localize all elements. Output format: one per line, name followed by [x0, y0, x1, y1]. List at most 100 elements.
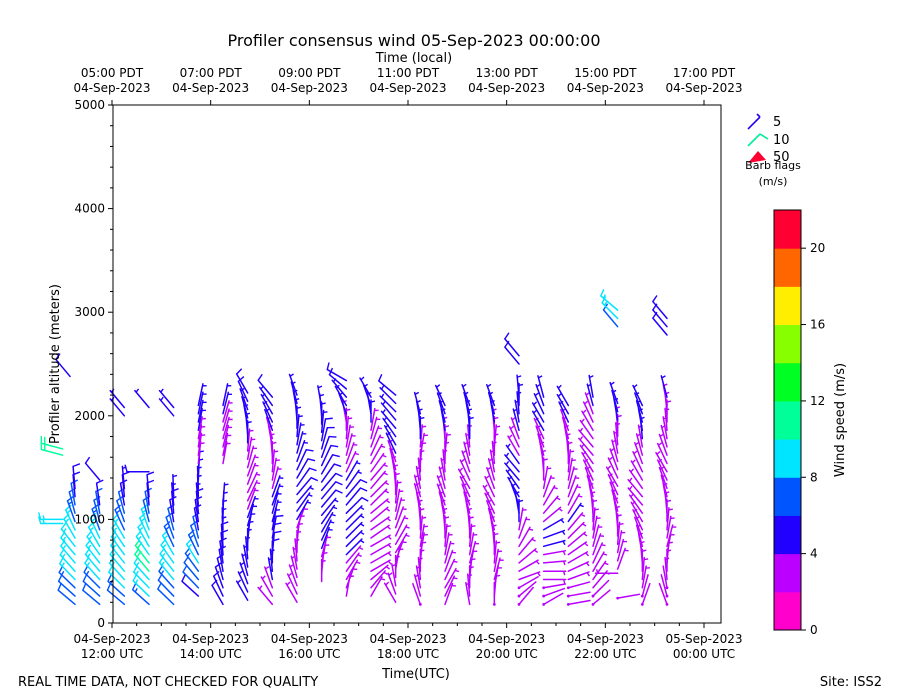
wind-barb: [656, 459, 668, 481]
wind-barb: [556, 385, 570, 407]
wind-barb: [83, 571, 101, 589]
barb-half-feather: [603, 301, 608, 306]
barb-calm-dot: [640, 594, 644, 598]
barb-feather: [65, 504, 72, 511]
barb-half-feather: [332, 506, 338, 510]
legend-label-50: 50: [773, 150, 790, 165]
barb-half-feather: [460, 458, 465, 463]
barb-half-feather: [199, 450, 204, 453]
wind-barb: [605, 466, 619, 487]
barb-half-feather: [586, 572, 591, 577]
wind-barb: [89, 517, 101, 539]
colorbar-label: Wind speed (m/s): [833, 363, 848, 477]
wind-barb: [394, 515, 406, 537]
barb-half-feather: [160, 396, 164, 401]
wind-barb: [627, 487, 644, 506]
wind-barb: [507, 435, 520, 456]
barb-half-feather: [63, 528, 67, 533]
barb-feather: [213, 570, 220, 577]
wind-barb: [516, 391, 520, 415]
top-tick-date: 04-Sep-2023: [369, 81, 446, 95]
barb-half-feather: [384, 490, 390, 494]
site-label: Site: ISS2: [820, 675, 882, 690]
wind-barbs: [37, 289, 677, 606]
wind-barb: [581, 410, 594, 432]
wind-barb: [383, 582, 397, 604]
barb-half-feather: [436, 384, 441, 388]
top-tick-time: 13:00 PDT: [476, 66, 539, 80]
barb-half-feather: [579, 427, 584, 432]
wind-barb: [345, 513, 363, 531]
wind-barb: [241, 395, 249, 419]
barb-half-feather: [62, 536, 67, 541]
barb-feather: [257, 373, 263, 381]
barb-half-feather: [487, 383, 492, 388]
barb-half-feather: [607, 465, 612, 470]
barb-half-feather: [238, 570, 243, 575]
wind-barb: [493, 557, 501, 581]
top-tick-time: 07:00 PDT: [180, 66, 243, 80]
barb-feather: [360, 487, 368, 492]
wind-barb: [444, 532, 450, 556]
wind-barb: [220, 531, 224, 556]
barb-half-feather: [357, 554, 362, 557]
barb-half-feather: [397, 481, 402, 484]
wind-barb: [660, 375, 668, 398]
wind-barb: [518, 526, 531, 548]
wind-barb: [370, 516, 390, 531]
barb-feather: [108, 565, 113, 573]
barb-half-feather: [506, 443, 511, 448]
wind-barb: [634, 392, 644, 415]
wind-barb: [461, 483, 471, 506]
barb-half-feather: [306, 501, 312, 504]
wind-barb: [505, 469, 520, 490]
wind-barb: [146, 473, 150, 498]
wind-barb: [518, 516, 528, 539]
wind-barb: [531, 410, 545, 432]
wind-barb: [181, 580, 200, 597]
wind-barb: [567, 466, 575, 490]
wind-barb: [394, 539, 404, 562]
barb-half-feather: [617, 514, 622, 517]
wind-barb: [296, 458, 309, 479]
barb-calm-dot: [517, 586, 521, 590]
wind-barb: [112, 518, 126, 539]
wind-barb: [567, 599, 591, 606]
wind-barb: [504, 346, 520, 365]
wind-barb: [560, 408, 570, 432]
wind-barb: [542, 550, 567, 556]
barb-half-feather: [553, 486, 558, 490]
wind-barb: [370, 470, 386, 490]
barb-half-feather: [414, 391, 420, 396]
barb-feather: [82, 583, 87, 591]
wind-barb: [108, 571, 126, 589]
wind-barb: [222, 416, 230, 440]
wind-barb: [444, 558, 456, 581]
barb-half-feather: [356, 561, 361, 564]
wind-barb: [505, 444, 520, 465]
wind-barb: [592, 579, 610, 597]
wind-barb: [345, 559, 359, 581]
barb-feather: [329, 435, 337, 438]
barb-half-feather: [518, 383, 524, 387]
wind-barb: [267, 557, 274, 581]
barb-half-feather: [86, 561, 91, 567]
legend-title: Barb flags: [745, 159, 801, 172]
wind-barb: [630, 501, 644, 523]
barb-half-feather: [255, 473, 261, 476]
wind-barb: [592, 533, 602, 556]
wind-barb: [345, 479, 362, 498]
barb-half-feather: [385, 499, 391, 504]
wind-barb: [116, 500, 126, 523]
wind-barb: [607, 457, 619, 479]
wind-barb: [271, 515, 277, 539]
wind-barb: [486, 384, 496, 407]
barb-calm-dot: [542, 594, 546, 598]
wind-barb: [362, 384, 372, 407]
wind-barb: [387, 572, 397, 595]
barb-half-feather: [578, 495, 583, 498]
wind-barb: [193, 507, 200, 531]
top-axis-label: Time (local): [375, 51, 452, 66]
barb-half-feather: [494, 416, 499, 420]
